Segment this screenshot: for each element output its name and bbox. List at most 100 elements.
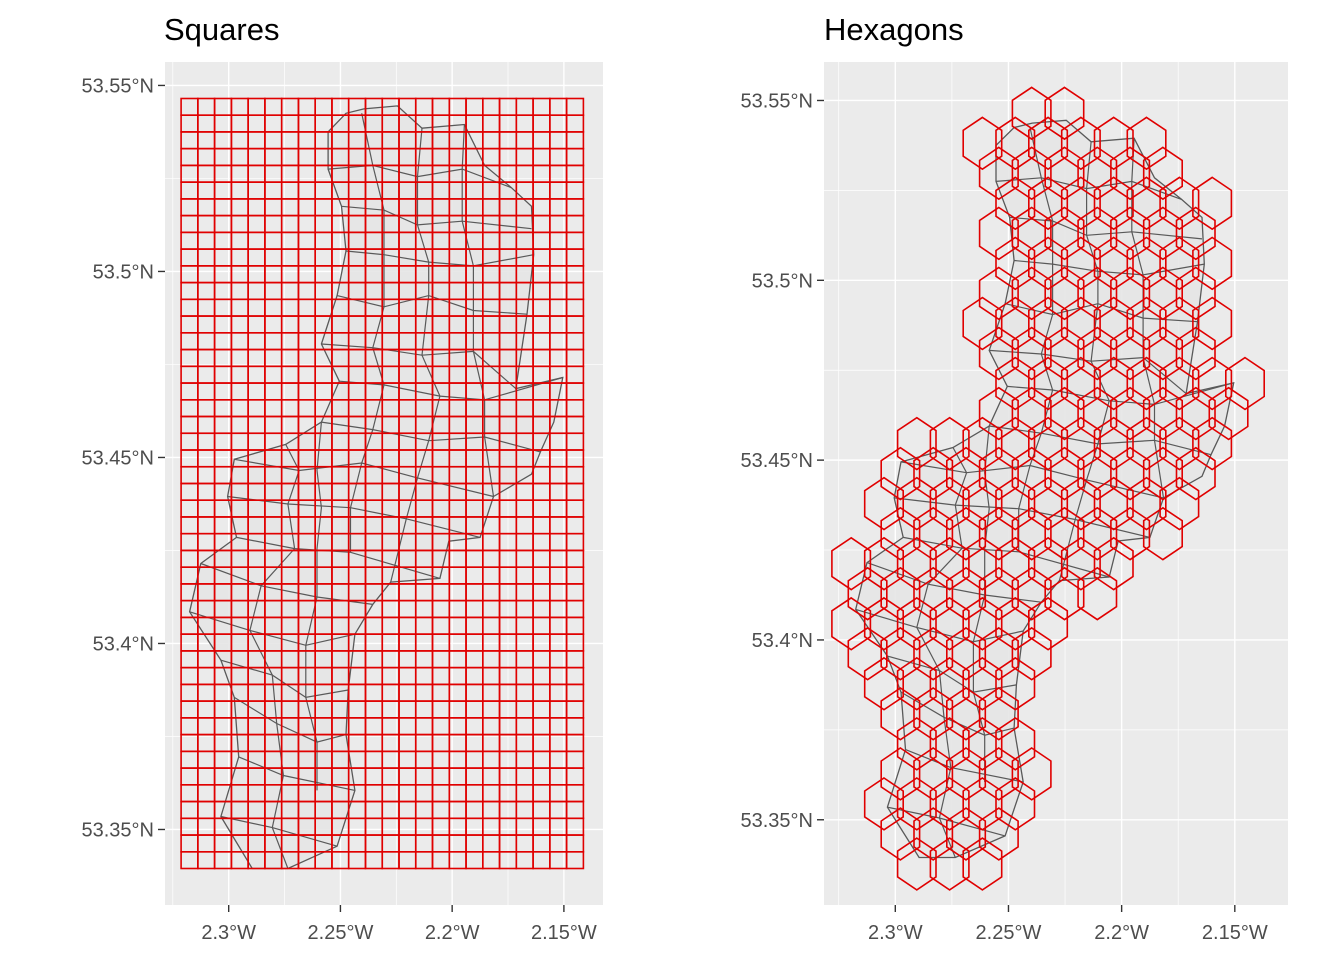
hexagon-cell — [1142, 146, 1183, 201]
x-tick-label: 2.15°W — [1202, 922, 1268, 944]
hexagon-cell — [1044, 86, 1085, 141]
hexagon-cell — [1110, 506, 1151, 561]
hexagon-cell — [945, 807, 987, 861]
hexagon-cell — [1142, 266, 1183, 321]
hexagon-cell — [1011, 747, 1052, 801]
hexagon-cell — [1011, 386, 1052, 441]
hexagon-cell — [978, 687, 1019, 741]
hexagon-cell — [863, 596, 905, 651]
hexagon-cell — [831, 596, 872, 651]
hexagon-cell — [1126, 476, 1167, 531]
hexagon-cell — [1192, 176, 1233, 231]
hexagons-panel-axes: 53.35°N 53.4°N 53.45°N 53.5°N 53.55°N 2.… — [741, 90, 1268, 944]
hexagon-cell — [913, 687, 954, 741]
hexagon-cell — [962, 296, 1003, 351]
hexagon-cell — [945, 747, 987, 801]
hexagon-cell — [1225, 356, 1265, 411]
hexagon-cell — [1028, 116, 1069, 171]
hexagon-cell — [1175, 386, 1216, 441]
hexagon-cell — [1077, 386, 1118, 441]
hexagon-cell — [978, 386, 1019, 441]
hexagon-cell — [995, 296, 1036, 351]
hexagon-cell — [1060, 416, 1101, 471]
squares-panel-axes: 53.35°N 53.4°N 53.45°N 53.5°N 53.55°N 2.… — [82, 75, 597, 944]
hexagons-panel: Hexagons 53.35°N 53.4°N 53.45°N 53.5°N 5… — [741, 12, 1288, 944]
hexagon-cell — [913, 807, 954, 861]
hexagon-cell — [1142, 206, 1183, 261]
hexagon-cell — [978, 326, 1019, 381]
hexagons-panel-title: Hexagons — [824, 12, 964, 47]
hexagon-cell — [863, 536, 905, 591]
hexagon-cell — [896, 476, 937, 531]
hexagon-cell — [896, 717, 937, 771]
hexagon-cell — [863, 777, 905, 831]
y-tick-label: 53.4°N — [752, 630, 813, 652]
hexagon-cell — [1028, 536, 1069, 591]
y-tick-label: 53.55°N — [741, 90, 814, 112]
hexagon-cell — [1192, 416, 1233, 471]
hexagon-cell — [863, 656, 905, 711]
hexagon-cell — [1044, 386, 1085, 441]
square-cell — [565, 97, 585, 117]
ward-boundary — [1058, 141, 1110, 581]
hexagon-cell — [1126, 296, 1167, 351]
hexagon-cell — [1093, 476, 1134, 531]
hexagon-cell — [995, 476, 1036, 531]
hexagon-cell — [1060, 536, 1101, 591]
hexagon-cell — [896, 777, 937, 831]
hexagon-cell — [1110, 386, 1151, 441]
hexagon-cell — [896, 536, 937, 591]
ward-boundary — [390, 128, 441, 583]
hexagon-cell — [1011, 566, 1052, 621]
hexagon-cell — [1175, 206, 1216, 261]
hexagon-cell — [929, 416, 970, 471]
hexagon-cell — [880, 807, 921, 861]
hexagon-cell — [913, 747, 954, 801]
hexagon-cell — [896, 656, 937, 711]
hexagon-cell — [1060, 356, 1101, 411]
hexagon-cell — [896, 416, 937, 471]
hexagon-cell — [995, 416, 1036, 471]
hexagon-cell — [1192, 296, 1233, 351]
squares-panel-title: Squares — [164, 12, 279, 47]
hexagon-cell — [1028, 476, 1069, 531]
hexagon-cell — [995, 777, 1036, 831]
hexagon-cell — [945, 506, 987, 561]
hexagon-cell — [962, 777, 1003, 831]
hexagon-cell — [1011, 206, 1052, 261]
hexagon-cell — [1093, 116, 1134, 171]
hexagon-cell — [1077, 146, 1118, 201]
hexagon-cell — [1077, 206, 1118, 261]
hexagon-cell — [1126, 116, 1167, 171]
hexagon-cell — [1110, 206, 1151, 261]
hexagon-cell — [1126, 416, 1167, 471]
hexagon-cell — [1011, 266, 1052, 321]
ward-boundary — [189, 611, 356, 646]
hexagon-cell — [978, 146, 1019, 201]
hexagon-cell — [913, 566, 954, 621]
hexagon-cell — [962, 717, 1003, 771]
hexagon-cell — [1011, 326, 1052, 381]
square-grid-cells — [180, 97, 585, 870]
hexagon-cell — [1093, 236, 1134, 291]
hexagon-cell — [847, 566, 888, 621]
x-tick-label: 2.2°W — [1094, 922, 1149, 944]
hexagon-cell — [962, 596, 1003, 651]
hexagon-cell — [1011, 446, 1052, 501]
hexagon-cell — [1044, 146, 1085, 201]
hexagon-cell — [962, 536, 1003, 591]
ward-boundary — [249, 444, 300, 869]
hexagon-cell — [896, 837, 937, 891]
hexagon-cell — [995, 717, 1036, 771]
squares-panel: Squares 53.35°N 53.4°N 53.45°N 53.5°N 53… — [82, 12, 603, 944]
hexagon-cell — [1028, 296, 1069, 351]
hexagon-cell — [1060, 116, 1101, 171]
y-tick-label: 53.35°N — [82, 819, 155, 841]
hexagon-cell — [1044, 566, 1085, 621]
hexagon-cell — [929, 837, 970, 891]
hexagon-cell — [978, 626, 1019, 681]
hexagon-cell — [929, 536, 970, 591]
hexagon-cell — [1044, 266, 1085, 321]
hexagon-cell — [1142, 506, 1183, 561]
hexagon-cell — [1093, 536, 1134, 591]
